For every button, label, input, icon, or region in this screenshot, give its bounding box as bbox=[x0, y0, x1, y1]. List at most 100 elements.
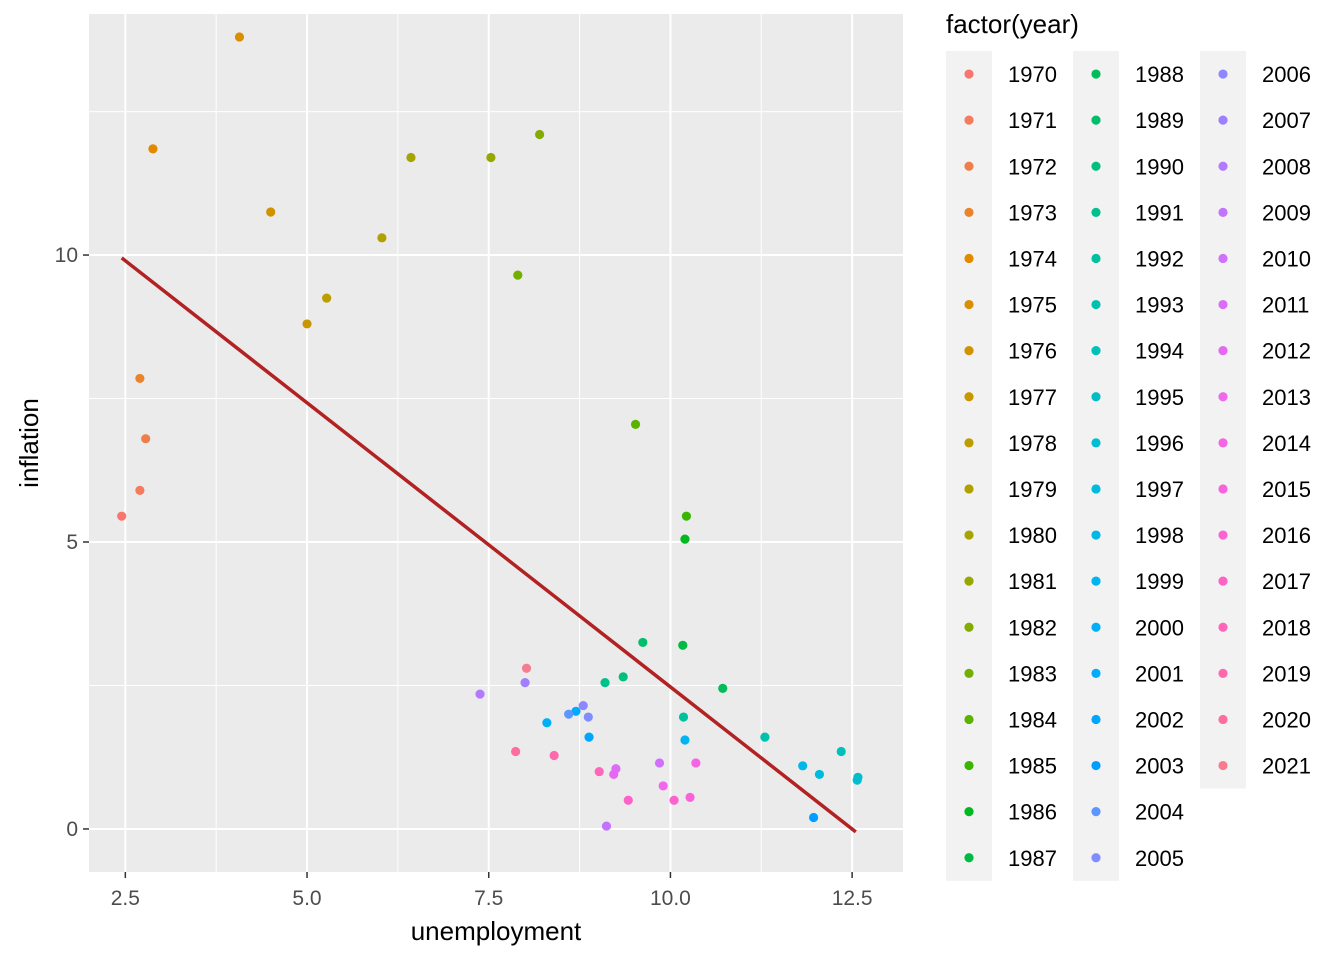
legend-label-1997: 1997 bbox=[1135, 477, 1184, 502]
legend-key-2009 bbox=[1218, 207, 1228, 217]
y-tick-label: 10 bbox=[55, 244, 78, 267]
point-2003 bbox=[809, 812, 819, 823]
x-tick-label: 2.5 bbox=[111, 887, 140, 910]
point-2018 bbox=[594, 766, 604, 777]
legend-key-1980 bbox=[964, 530, 974, 540]
point-2010 bbox=[654, 758, 665, 768]
point-1981 bbox=[486, 152, 496, 163]
legend-label-1990: 1990 bbox=[1135, 154, 1184, 179]
point-2001 bbox=[571, 706, 581, 716]
point-1992 bbox=[678, 712, 689, 722]
point-1990 bbox=[618, 672, 628, 682]
legend-key-1970 bbox=[964, 69, 974, 79]
legend-label-2005: 2005 bbox=[1135, 846, 1184, 871]
point-1999 bbox=[680, 735, 690, 745]
legend-key-1997 bbox=[1091, 484, 1101, 494]
point-1997 bbox=[814, 769, 825, 780]
point-2009 bbox=[601, 821, 612, 831]
legend-key-2019 bbox=[1218, 668, 1228, 678]
legend-label-1991: 1991 bbox=[1135, 200, 1184, 225]
y-axis-ticks: 0 5 10 bbox=[55, 244, 89, 841]
point-2017 bbox=[623, 795, 633, 805]
legend-label-2006: 2006 bbox=[1262, 62, 1311, 87]
legend-label-1984: 1984 bbox=[1008, 707, 1057, 732]
legend-label-2004: 2004 bbox=[1135, 800, 1184, 825]
legend-key-1995 bbox=[1091, 392, 1101, 402]
legend-key-column bbox=[1073, 51, 1119, 881]
point-1980 bbox=[406, 152, 416, 163]
x-tick-label: 10.0 bbox=[650, 887, 691, 910]
x-tick-label: 5.0 bbox=[292, 887, 321, 910]
data-points bbox=[117, 32, 863, 831]
legend-key-2005 bbox=[1091, 853, 1101, 863]
major-gridlines bbox=[89, 14, 903, 872]
legend-key-1994 bbox=[1091, 346, 1101, 356]
point-1991 bbox=[600, 678, 610, 688]
legend-key-1993 bbox=[1091, 299, 1101, 310]
point-1973 bbox=[135, 373, 145, 384]
legend-label-1989: 1989 bbox=[1135, 108, 1184, 133]
legend-key-2010 bbox=[1218, 253, 1228, 264]
legend-label-1975: 1975 bbox=[1008, 293, 1057, 318]
plot-panel bbox=[89, 14, 903, 872]
legend-label-1986: 1986 bbox=[1008, 800, 1057, 825]
legend-label-1998: 1998 bbox=[1135, 523, 1184, 548]
legend-label-1995: 1995 bbox=[1135, 385, 1184, 410]
point-1976 bbox=[266, 207, 276, 217]
legend-key-2015 bbox=[1218, 484, 1228, 494]
x-axis-label: unemployment bbox=[411, 916, 582, 946]
legend-key-1989 bbox=[1091, 115, 1101, 125]
legend-label-2012: 2012 bbox=[1262, 339, 1311, 364]
legend-label-1993: 1993 bbox=[1135, 293, 1184, 318]
point-1983 bbox=[513, 270, 523, 280]
legend-key-1977 bbox=[964, 392, 974, 402]
point-2020 bbox=[511, 746, 521, 757]
legend-label-1994: 1994 bbox=[1135, 339, 1184, 364]
trend-line-layer bbox=[120, 256, 857, 834]
legend-key-column bbox=[946, 51, 992, 881]
point-1994 bbox=[836, 746, 846, 757]
legend-label-2011: 2011 bbox=[1262, 293, 1309, 318]
legend-key-1985 bbox=[964, 760, 974, 771]
point-1987 bbox=[678, 640, 688, 650]
legend-key-1974 bbox=[964, 253, 974, 264]
legend-key-1988 bbox=[1091, 69, 1101, 79]
point-2008 bbox=[475, 689, 485, 699]
legend-label-2002: 2002 bbox=[1135, 707, 1184, 732]
legend-key-1975 bbox=[964, 299, 974, 310]
legend-label-1992: 1992 bbox=[1135, 246, 1184, 271]
legend-key-1990 bbox=[1091, 161, 1101, 171]
legend-key-2003 bbox=[1091, 760, 1101, 771]
point-1988 bbox=[718, 683, 728, 693]
legend-key-2002 bbox=[1091, 714, 1101, 725]
point-1972 bbox=[141, 434, 151, 444]
point-1989 bbox=[638, 637, 648, 648]
point-1985 bbox=[681, 511, 692, 521]
point-2015 bbox=[685, 792, 695, 802]
legend-key-1983 bbox=[964, 668, 974, 678]
legend-label-2003: 2003 bbox=[1135, 754, 1184, 779]
legend-label-1970: 1970 bbox=[1008, 62, 1057, 87]
legend-key-1979 bbox=[964, 484, 974, 494]
legend-key-2011 bbox=[1218, 299, 1228, 310]
legend-label-2020: 2020 bbox=[1262, 707, 1311, 732]
point-2012 bbox=[609, 769, 619, 780]
minor-gridlines bbox=[89, 14, 903, 872]
legend-key-1991 bbox=[1091, 207, 1101, 217]
legend-key-2006 bbox=[1218, 69, 1228, 79]
legend-label-2019: 2019 bbox=[1262, 661, 1311, 686]
legend-key-column bbox=[1200, 51, 1246, 789]
legend-label-2008: 2008 bbox=[1262, 154, 1311, 179]
legend-label-1976: 1976 bbox=[1008, 339, 1057, 364]
point-2007 bbox=[520, 678, 530, 688]
legend-key-2018 bbox=[1218, 622, 1228, 632]
legend-label-1999: 1999 bbox=[1135, 569, 1184, 594]
legend-key-2020 bbox=[1218, 714, 1228, 725]
point-2016 bbox=[669, 795, 679, 805]
point-2006 bbox=[578, 700, 588, 711]
legend-label-1985: 1985 bbox=[1008, 754, 1057, 779]
x-tick-label: 7.5 bbox=[474, 887, 503, 910]
x-tick-label: 12.5 bbox=[832, 887, 873, 910]
